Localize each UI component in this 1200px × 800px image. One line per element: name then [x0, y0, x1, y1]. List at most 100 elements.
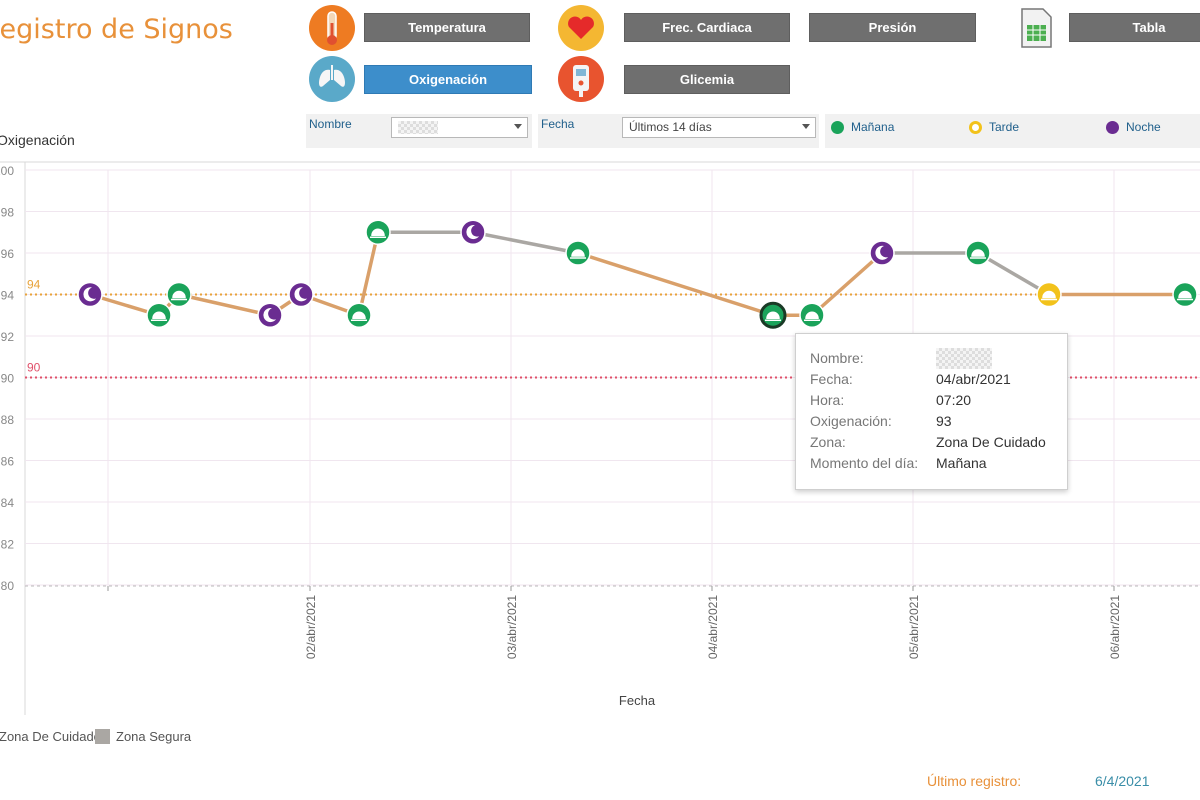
data-point[interactable]	[77, 281, 103, 308]
sun-icon	[831, 120, 844, 134]
legend-manana[interactable]: Mañana	[831, 120, 894, 134]
nombre-select[interactable]	[391, 117, 528, 138]
reference-label: 90	[27, 361, 41, 375]
tooltip-value: 93	[936, 413, 952, 429]
tooltip-row: Momento del día: Mañana	[810, 453, 1053, 474]
y-tick-label: 94	[1, 289, 15, 303]
reference-label: 94	[27, 278, 41, 292]
moon-icon	[875, 245, 888, 260]
tooltip-row: Fecha: 04/abr/2021	[810, 369, 1053, 390]
moon-icon	[1106, 120, 1119, 134]
data-point[interactable]	[365, 219, 391, 245]
tooltip-key: Oxigenación:	[810, 413, 892, 429]
tooltip-key: Momento del día:	[810, 455, 919, 471]
moment-legend	[825, 114, 1200, 148]
glucometer-icon[interactable]	[558, 56, 604, 102]
nav-glicemia-button[interactable]: Glicemia	[624, 65, 790, 94]
oxygen-line-chart: 100 98 96 94 92 90 88 86 84 82 80 02/abr/2021 03/abr…	[0, 161, 1200, 715]
tooltip-key: Zona:	[810, 434, 846, 450]
tooltip-row: Zona: Zona De Cuidado	[810, 432, 1053, 453]
data-point-marker[interactable]	[257, 302, 283, 328]
sun-icon	[171, 290, 187, 301]
tooltip-row: Oxigenación: 93	[810, 411, 1053, 432]
legend-noche[interactable]: Noche	[1106, 120, 1161, 134]
sun-icon	[804, 311, 820, 321]
zone-legend-label: Zona De Cuidado	[0, 729, 101, 744]
y-tick-label: 80	[1, 579, 15, 593]
data-point[interactable]	[869, 240, 895, 266]
legend-tarde-label: Tarde	[989, 120, 1020, 134]
data-point-marker[interactable]	[460, 219, 486, 245]
tooltip-value: 07:20	[936, 392, 972, 408]
series-segment	[177, 292, 272, 317]
data-point[interactable]	[166, 281, 192, 308]
data-point[interactable]	[1036, 281, 1062, 308]
series-segment	[976, 251, 1051, 297]
y-tick-label: 98	[1, 206, 15, 220]
moon-icon	[466, 225, 479, 240]
last-record-label: Último registro:	[927, 773, 1022, 789]
legend-manana-label: Mañana	[851, 120, 895, 134]
x-tick-label: 03/abr/2021	[505, 595, 519, 659]
moon-icon	[263, 308, 276, 323]
zone-swatch	[95, 729, 110, 744]
fecha-select[interactable]: Últimos 14 días	[622, 117, 816, 138]
y-tick-label: 82	[1, 538, 15, 552]
data-point[interactable]	[460, 219, 486, 245]
data-point[interactable]	[1172, 281, 1198, 308]
sun-icon	[370, 228, 386, 238]
tooltip-key: Fecha:	[810, 371, 853, 387]
redacted-name	[936, 348, 992, 369]
nombre-label: Nombre	[309, 117, 352, 131]
tooltip-row: Nombre:	[810, 348, 1053, 369]
nav-tabla-button[interactable]: Tabla	[1069, 13, 1200, 42]
redacted-name	[398, 121, 438, 134]
chart-title: Oxigenación	[0, 132, 75, 148]
data-point-marker[interactable]	[869, 240, 895, 266]
data-point-marker[interactable]	[77, 281, 103, 308]
x-axis-title: Fecha	[619, 693, 656, 708]
nav-presion-button[interactable]: Presión	[809, 13, 976, 42]
sun-icon	[1177, 290, 1193, 301]
y-tick-label: 92	[1, 330, 15, 344]
nav-temperatura-button[interactable]: Temperatura	[364, 13, 530, 42]
spreadsheet-icon[interactable]	[1013, 5, 1059, 51]
series-segment	[576, 251, 775, 317]
fecha-select-value: Últimos 14 días	[629, 120, 712, 134]
sun-icon	[765, 311, 781, 321]
data-point-marker[interactable]	[288, 281, 314, 308]
y-tick-label: 88	[1, 413, 15, 427]
y-tick-label: 84	[1, 496, 15, 510]
fecha-label: Fecha	[541, 117, 575, 131]
series-segment	[357, 230, 380, 317]
data-point[interactable]	[146, 302, 172, 328]
series-segment	[810, 251, 884, 317]
app-title: Registro de Signos	[0, 14, 233, 45]
nav-frec-cardiaca-button[interactable]: Frec. Cardiaca	[624, 13, 790, 42]
data-point[interactable]	[759, 301, 787, 329]
y-tick-label: 100	[0, 164, 14, 178]
sun-icon	[970, 249, 986, 259]
sunset-icon	[969, 120, 982, 134]
x-tick-label: 04/abr/2021	[706, 595, 720, 659]
zone-legend-cuidado[interactable]: Zona De Cuidado	[0, 729, 101, 744]
sun-icon	[151, 311, 167, 321]
x-tick-label: 06/abr/2021	[1108, 595, 1122, 659]
data-point[interactable]	[346, 302, 372, 328]
data-point[interactable]	[799, 302, 825, 328]
y-tick-label: 90	[1, 372, 15, 386]
lungs-icon[interactable]	[309, 56, 355, 102]
data-point[interactable]	[965, 240, 991, 266]
data-point[interactable]	[288, 281, 314, 308]
y-tick-label: 86	[1, 455, 15, 469]
data-point[interactable]	[565, 240, 591, 266]
last-record-value: 6/4/2021	[1095, 773, 1150, 789]
nav-oxigenacion-button[interactable]: Oxigenación	[364, 65, 532, 94]
zone-legend-segura[interactable]: Zona Segura	[95, 729, 191, 744]
thermometer-icon[interactable]	[309, 5, 355, 51]
data-point[interactable]	[257, 302, 283, 328]
legend-tarde[interactable]: Tarde	[969, 120, 1019, 134]
heart-icon[interactable]	[558, 5, 604, 51]
chevron-down-icon	[802, 124, 810, 129]
moon-icon	[83, 287, 96, 302]
